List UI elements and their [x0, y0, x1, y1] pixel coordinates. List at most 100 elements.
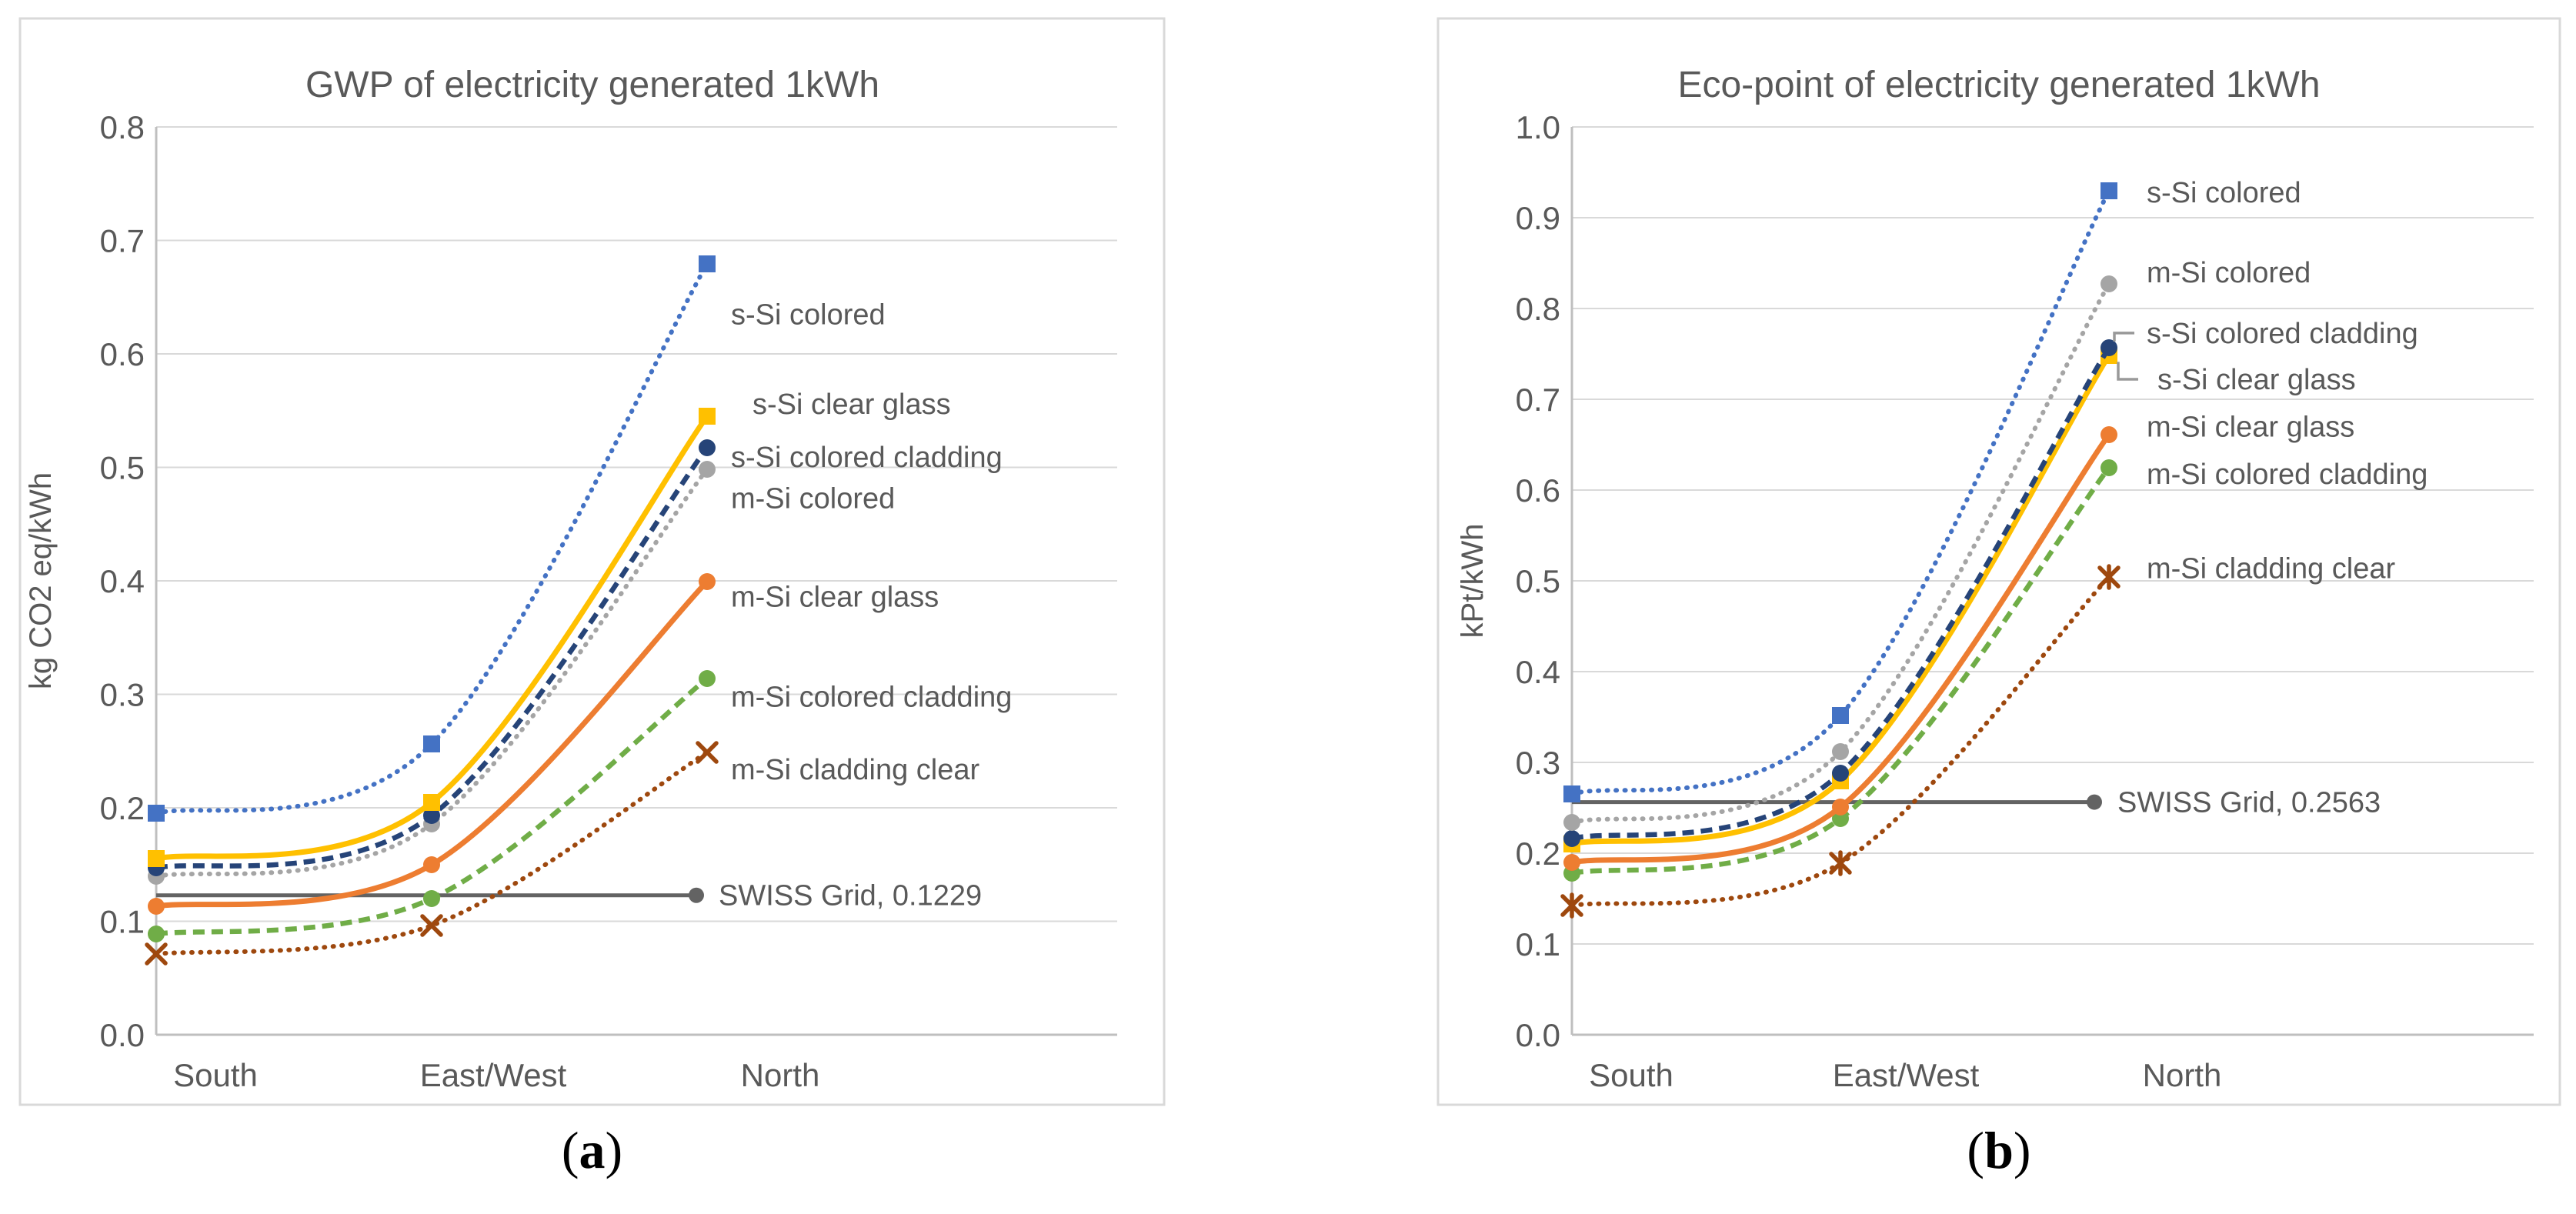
- series-line: [1571, 466, 2111, 876]
- y-tick-label: 0.9: [1516, 200, 1560, 236]
- y-tick-label: 0.5: [1516, 563, 1560, 599]
- y-tick-label: 0.2: [100, 790, 145, 826]
- series-marker-circle: [1563, 814, 1580, 831]
- y-tick-label: 0.0: [1516, 1017, 1560, 1053]
- series-m-si-colored: m-Si colored: [1563, 257, 2311, 831]
- series-s-si-colored-cladding: s-Si colored cladding: [148, 439, 1003, 876]
- y-tick-label: 0.7: [1516, 382, 1560, 418]
- series-label: s-Si colored cladding: [731, 442, 1003, 474]
- caption-a-open: (: [561, 1121, 579, 1179]
- caption-b: (b): [1438, 1122, 2560, 1179]
- series-line: [155, 446, 709, 871]
- series-marker-circle: [1832, 743, 1849, 760]
- series-line: [154, 467, 709, 879]
- series-line: [154, 262, 709, 815]
- series-line: [154, 750, 709, 956]
- chart-b: Eco-point of electricity generated 1kWh k…: [1436, 17, 2561, 1106]
- series-label: m-Si cladding clear: [2147, 552, 2395, 585]
- series-label: m-Si colored: [731, 482, 895, 515]
- x-tick-label: East/West: [420, 1057, 567, 1093]
- y-tick-label: 0.2: [1516, 835, 1560, 872]
- series-marker-circle: [2101, 275, 2117, 292]
- reference-label: SWISS Grid, 0.1229: [719, 880, 982, 912]
- series-marker-circle: [1832, 765, 1849, 782]
- series-label: s-Si clear glass: [2157, 364, 2356, 396]
- chart-title: GWP of electricity generated 1kWh: [305, 65, 879, 105]
- series-marker-square: [423, 735, 440, 752]
- series-label: m-Si colored: [2147, 257, 2311, 289]
- y-tick-label: 1.0: [1516, 109, 1560, 145]
- series-line: [1571, 432, 2111, 865]
- y-tick-label: 0.4: [1516, 654, 1560, 690]
- series-marker-star: [2097, 564, 2121, 590]
- series-marker-circle: [1832, 799, 1849, 815]
- caption-a: (a): [20, 1122, 1164, 1179]
- series-m-si-colored-cladding: m-Si colored cladding: [1563, 459, 2428, 882]
- series-s-si-colored: s-Si colored: [148, 255, 886, 822]
- series-marker-circle: [699, 461, 716, 478]
- series-marker-star: [1829, 850, 1852, 876]
- y-tick-label: 0.3: [100, 677, 145, 713]
- series-line: [1571, 346, 2111, 842]
- series-marker-circle: [423, 890, 440, 907]
- y-tick-label: 0.8: [1516, 291, 1560, 327]
- chart-a: GWP of electricity generated 1kWh kg CO2 …: [18, 17, 1166, 1106]
- series-m-si-clear-glass: m-Si clear glass: [148, 573, 939, 915]
- y-tick-label: 0.7: [100, 223, 145, 259]
- y-tick-label: 0.5: [100, 450, 145, 486]
- series-marker-square: [148, 805, 165, 822]
- series-label: m-Si cladding clear: [731, 754, 979, 786]
- y-tick-label: 0.6: [100, 336, 145, 372]
- series-label: s-Si colored cladding: [2147, 318, 2418, 350]
- y-tick-label: 0.6: [1516, 472, 1560, 509]
- series-label: s-Si colored: [731, 298, 886, 331]
- series-label: m-Si clear glass: [731, 582, 939, 614]
- y-axis-label: kPt/kWh: [1456, 524, 1490, 639]
- series-marker-circle: [2101, 459, 2117, 476]
- x-tick-label: South: [1589, 1057, 1673, 1093]
- chart-title: Eco-point of electricity generated 1kWh: [1677, 65, 2320, 105]
- series-marker-square: [2101, 182, 2117, 199]
- series-marker-circle: [148, 898, 165, 915]
- y-tick-label: 0.3: [1516, 745, 1560, 781]
- series-marker-circle: [148, 926, 165, 942]
- series-m-si-colored-cladding: m-Si colored cladding: [148, 670, 1012, 942]
- series-marker-star: [1560, 892, 1583, 919]
- series-line: [1570, 282, 2111, 825]
- series-marker-square: [1832, 707, 1849, 724]
- caption-a-close: ): [605, 1121, 623, 1179]
- caption-b-letter: b: [1984, 1121, 2014, 1179]
- label-leader-line: [2117, 362, 2138, 381]
- reference-marker: [2087, 794, 2102, 810]
- x-tick-label: North: [2143, 1057, 2222, 1093]
- x-tick-label: South: [173, 1057, 258, 1093]
- y-tick-label: 0.1: [1516, 926, 1560, 962]
- x-tick-label: North: [741, 1057, 820, 1093]
- series-marker-square: [699, 255, 716, 272]
- series-label: m-Si clear glass: [2147, 411, 2354, 443]
- series-marker-circle: [1563, 830, 1580, 847]
- y-tick-label: 0.1: [100, 904, 145, 940]
- y-tick-label: 0.4: [100, 563, 145, 599]
- series-marker-circle: [699, 573, 716, 590]
- caption-a-letter: a: [579, 1121, 606, 1179]
- series-marker-square: [148, 850, 165, 867]
- series-marker-x: [145, 942, 168, 966]
- reference-marker: [689, 887, 704, 903]
- series-marker-circle: [423, 856, 440, 873]
- series-s-si-colored: s-Si colored: [1563, 177, 2301, 802]
- series-marker-circle: [699, 670, 716, 687]
- x-tick-label: East/West: [1833, 1057, 1980, 1093]
- caption-b-close: ): [2013, 1121, 2031, 1179]
- label-leader-line: [2113, 332, 2134, 342]
- series-marker-square: [699, 408, 716, 425]
- y-tick-label: 0.0: [100, 1017, 145, 1053]
- series-m-si-clear-glass: m-Si clear glass: [1563, 411, 2354, 871]
- series-marker-square: [423, 794, 440, 811]
- series-s-si-clear-glass: s-Si clear glass: [148, 389, 951, 867]
- series-marker-circle: [699, 439, 716, 456]
- series-s-si-colored-cladding: s-Si colored cladding: [1563, 318, 2418, 847]
- panel-border: [18, 17, 1166, 1106]
- y-axis-label: kg CO2 eq/kWh: [24, 472, 58, 689]
- series-line: [155, 414, 709, 862]
